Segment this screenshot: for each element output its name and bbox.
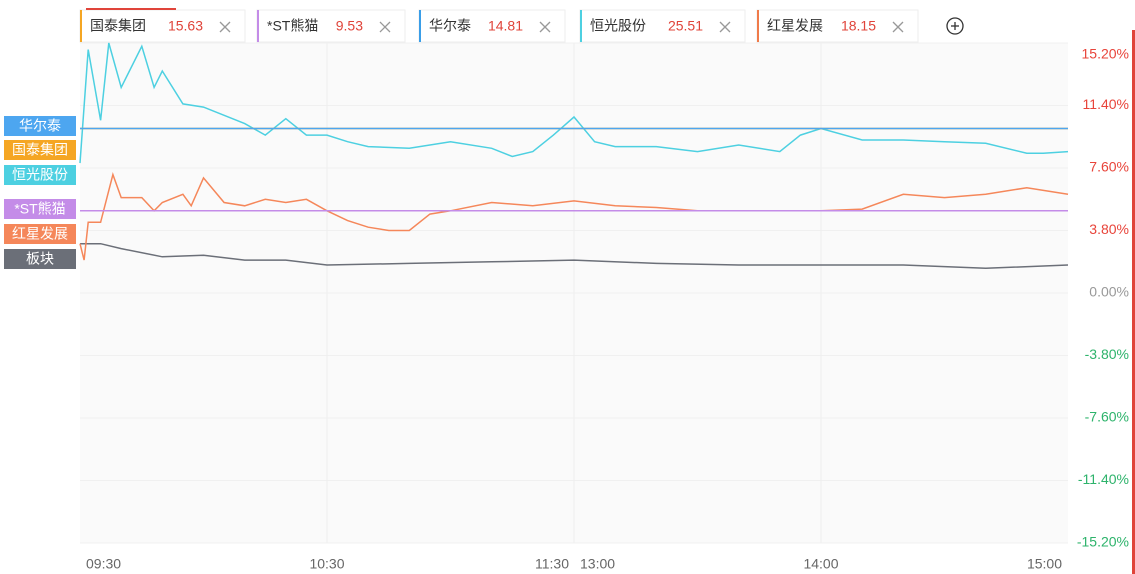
edge-bar: [1132, 30, 1135, 574]
y-tick-label: 3.80%: [1089, 221, 1129, 237]
legend-swatch: [4, 165, 76, 185]
tab-price: 25.51: [668, 18, 703, 34]
tab-color: [419, 10, 421, 42]
y-tick-label: -3.80%: [1085, 346, 1129, 362]
x-tick-label: 11:30: [535, 556, 569, 572]
tab-price: 15.63: [168, 18, 203, 34]
x-tick-label: 14:00: [803, 556, 838, 572]
stock-tab[interactable]: 红星发展 18.15: [756, 9, 919, 43]
legend-swatch: [4, 140, 76, 160]
legend-item: 红星发展: [4, 224, 76, 244]
stock-tab[interactable]: 华尔泰 14.81: [418, 9, 566, 43]
tab-color: [80, 10, 82, 42]
y-tick-label: -15.20%: [1077, 534, 1129, 550]
tab-box[interactable]: [756, 9, 919, 43]
y-tick-label: -7.60%: [1085, 409, 1129, 425]
tab-name: 国泰集团: [90, 18, 146, 34]
legend-swatch: [4, 199, 76, 219]
tab-selected: [86, 8, 176, 10]
series-line: [79, 42, 1069, 164]
x-tick-label: 15:00: [1027, 556, 1062, 572]
legend-item: 恒光股份: [4, 165, 76, 185]
tab-close[interactable]: [219, 21, 231, 33]
tab-box[interactable]: [418, 9, 566, 43]
tab-price: 18.15: [841, 18, 876, 34]
legend-label: 华尔泰: [19, 118, 61, 134]
legend-item: 板块: [4, 249, 76, 269]
legend-item: 国泰集团: [4, 140, 76, 160]
legend-swatch: [4, 116, 76, 136]
tab-price: 9.53: [336, 18, 363, 34]
tab-name: 红星发展: [767, 18, 823, 34]
x-tick-label: 10:30: [309, 556, 344, 572]
tab-box[interactable]: [256, 9, 406, 43]
stock-tab[interactable]: 恒光股份 25.51: [579, 9, 746, 43]
tab-color: [257, 10, 259, 42]
x-tick-label: 13:00: [580, 556, 615, 572]
tab-color: [757, 10, 759, 42]
legend-item: *ST熊猫: [4, 199, 76, 219]
tab-name: 华尔泰: [429, 18, 471, 34]
tab-close[interactable]: [719, 21, 731, 33]
x-tick-label: 09:30: [86, 556, 121, 572]
tab-close[interactable]: [379, 21, 391, 33]
y-tick-label: 15.20%: [1082, 46, 1129, 62]
legend-swatch: [4, 224, 76, 244]
legend-item: 华尔泰: [4, 116, 76, 136]
stock-tab[interactable]: *ST熊猫 9.53: [256, 9, 406, 43]
y-tick-label: 11.40%: [1083, 96, 1129, 112]
legend-label: *ST熊猫: [14, 201, 65, 217]
tab-close[interactable]: [892, 21, 904, 33]
legend-label: 红星发展: [12, 226, 68, 242]
tab-box[interactable]: [579, 9, 746, 43]
tab-price: 14.81: [488, 18, 523, 34]
tab-name: *ST熊猫: [267, 18, 318, 34]
legend-label: 板块: [26, 251, 54, 267]
y-tick-label: -11.40%: [1078, 471, 1129, 487]
add-circle[interactable]: [946, 17, 964, 35]
y-tick-label: 7.60%: [1089, 159, 1129, 175]
legend-label: 恒光股份: [12, 167, 68, 183]
legend-label: 国泰集团: [12, 142, 68, 158]
legend-swatch: [4, 249, 76, 269]
y-tick-label: 0.00%: [1089, 284, 1129, 300]
stock-tab[interactable]: 国泰集团 15.63: [79, 8, 246, 43]
series-line: [80, 242, 1069, 270]
tab-close[interactable]: [539, 21, 551, 33]
tab-name: 恒光股份: [590, 18, 646, 34]
add-button[interactable]: [946, 17, 964, 35]
tab-color: [580, 10, 582, 42]
